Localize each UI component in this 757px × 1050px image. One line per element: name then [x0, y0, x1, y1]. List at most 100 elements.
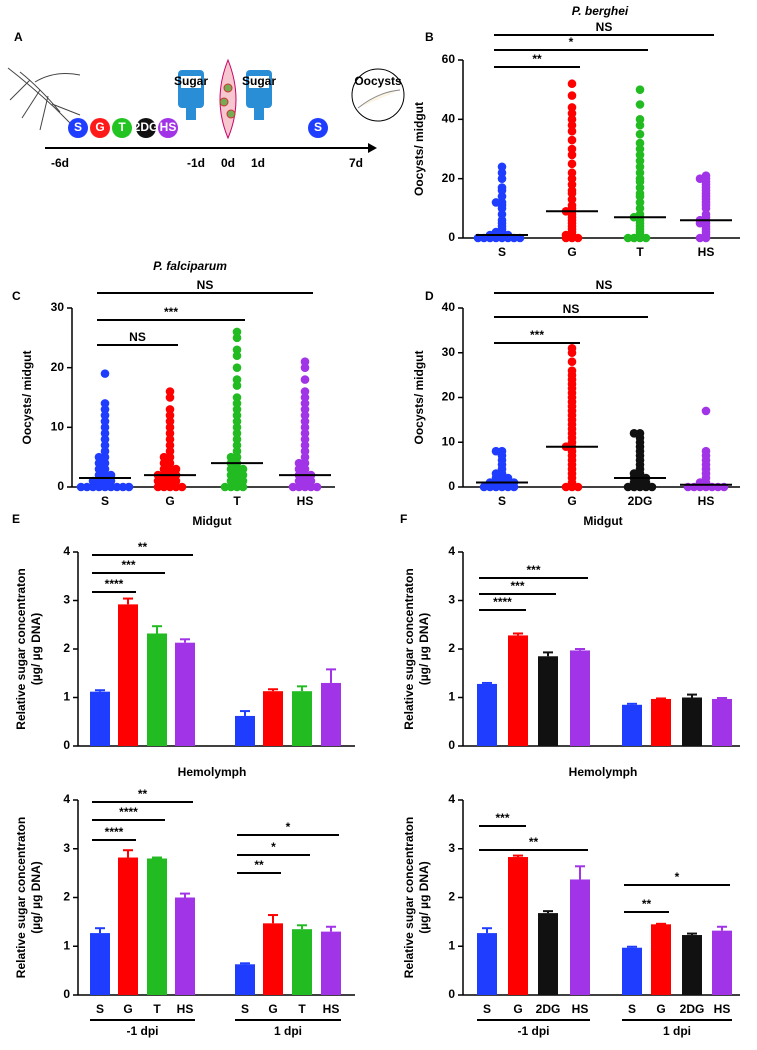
x-tick-label: S [96, 1002, 104, 1016]
point [165, 405, 175, 414]
chart-title: Hemolymph [569, 765, 638, 779]
y-tick-label: 10 [442, 434, 456, 448]
point [159, 482, 169, 492]
x-tick-label: HS [572, 1002, 589, 1016]
x-tick-label: T [636, 245, 644, 259]
x-tick-label: G [165, 494, 174, 508]
point [491, 446, 501, 456]
point [567, 180, 577, 189]
point [567, 366, 577, 375]
point [497, 183, 507, 192]
oocyst [223, 83, 233, 93]
sugar-dot [90, 118, 110, 138]
chart-title: P. berghei [572, 4, 629, 18]
x-tick-label: HS [323, 1002, 340, 1016]
y-tick-label: 20 [442, 390, 456, 404]
point [629, 469, 639, 478]
point [94, 482, 104, 492]
point [567, 150, 577, 160]
sig-label: **** [119, 805, 138, 819]
point [567, 126, 577, 136]
point [232, 470, 242, 480]
y-tick-label: 30 [442, 345, 456, 359]
point [300, 434, 310, 444]
y-tick-label: 1 [448, 938, 455, 952]
panel-label: B [425, 30, 434, 44]
point [497, 174, 507, 183]
point [171, 464, 181, 474]
bar [321, 931, 341, 995]
point [635, 168, 645, 178]
point [294, 464, 304, 474]
point [94, 464, 104, 474]
x-tick-label: HS [177, 1002, 194, 1016]
bar [321, 682, 341, 746]
point [165, 411, 175, 420]
bar [570, 650, 590, 746]
bar [538, 913, 558, 995]
point [232, 440, 242, 450]
feeder-tip [186, 108, 196, 120]
point [635, 150, 645, 160]
panel-label: A [14, 30, 23, 44]
point [124, 482, 134, 492]
point [238, 476, 248, 486]
y-axis-label: Relative sugar concentraton [402, 817, 416, 978]
point [232, 434, 242, 444]
oocyst [219, 97, 229, 107]
point [232, 327, 242, 337]
sugar-dot [308, 118, 328, 138]
point [635, 204, 645, 213]
y-axis-label: (µg/ µg DNA) [417, 861, 431, 933]
day-label: -1d [187, 156, 205, 170]
point [300, 399, 310, 408]
point [100, 446, 110, 456]
point [220, 482, 230, 492]
point [294, 458, 304, 468]
y-tick-label: 2 [448, 641, 455, 655]
point [635, 189, 645, 198]
point [300, 363, 310, 372]
point [106, 482, 116, 492]
point [635, 144, 645, 154]
point [165, 476, 175, 486]
point [567, 168, 577, 178]
feeder-label: Sugar [174, 74, 208, 88]
panel-label: F [400, 512, 407, 526]
bar [263, 923, 283, 995]
bar [292, 929, 312, 995]
point [100, 482, 110, 492]
sig-label: NS [197, 278, 214, 292]
bar [682, 935, 702, 995]
y-tick-label: 0 [448, 987, 455, 1001]
point [100, 452, 110, 462]
point [701, 209, 711, 219]
point [165, 393, 175, 402]
point [238, 482, 248, 492]
point [159, 452, 169, 462]
point [288, 482, 298, 492]
point [165, 423, 175, 432]
point [232, 423, 242, 432]
y-axis-label: (µg/ µg DNA) [417, 613, 431, 685]
point [306, 476, 316, 486]
x-tick-label: G [268, 1002, 277, 1016]
point [567, 201, 577, 210]
point [567, 109, 577, 118]
point [635, 115, 645, 124]
point [300, 375, 310, 384]
point [232, 429, 242, 438]
bar [508, 857, 528, 995]
point [479, 482, 489, 492]
x-tick-label: 2DG [628, 494, 653, 508]
point [623, 233, 633, 243]
point [497, 168, 507, 178]
point [232, 393, 242, 402]
point [567, 159, 577, 169]
y-tick-label: 4 [448, 792, 455, 806]
bar [712, 698, 732, 746]
y-axis-label: (µg/ µg DNA) [29, 861, 43, 933]
point [312, 482, 322, 492]
sig-label: **** [493, 595, 512, 609]
point [232, 482, 242, 492]
